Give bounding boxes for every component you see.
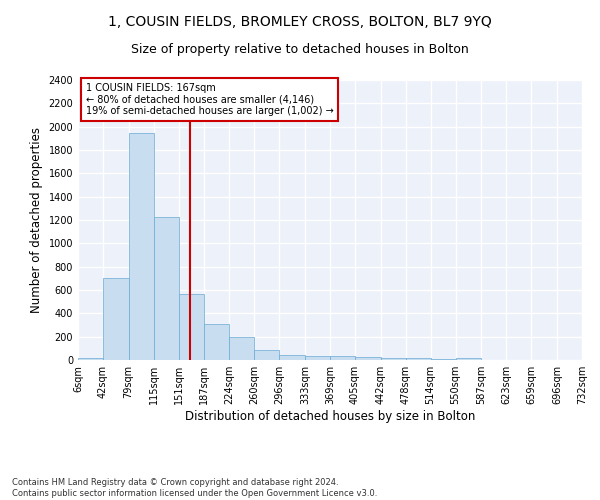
Bar <box>154 216 179 360</box>
Bar <box>380 358 406 360</box>
Bar <box>330 356 355 360</box>
Bar <box>229 336 254 360</box>
X-axis label: Distribution of detached houses by size in Bolton: Distribution of detached houses by size … <box>185 410 475 423</box>
Bar <box>305 356 330 360</box>
Bar <box>203 324 229 360</box>
Text: Size of property relative to detached houses in Bolton: Size of property relative to detached ho… <box>131 42 469 56</box>
Bar <box>280 355 305 360</box>
Text: 1 COUSIN FIELDS: 167sqm
← 80% of detached houses are smaller (4,146)
19% of semi: 1 COUSIN FIELDS: 167sqm ← 80% of detache… <box>86 83 334 116</box>
Bar <box>103 278 128 360</box>
Bar <box>128 132 154 360</box>
Bar <box>455 358 481 360</box>
Bar <box>254 350 280 360</box>
Text: Contains HM Land Registry data © Crown copyright and database right 2024.
Contai: Contains HM Land Registry data © Crown c… <box>12 478 377 498</box>
Y-axis label: Number of detached properties: Number of detached properties <box>30 127 43 313</box>
Bar <box>179 294 203 360</box>
Bar <box>78 358 103 360</box>
Bar <box>406 358 431 360</box>
Text: 1, COUSIN FIELDS, BROMLEY CROSS, BOLTON, BL7 9YQ: 1, COUSIN FIELDS, BROMLEY CROSS, BOLTON,… <box>108 15 492 29</box>
Bar <box>355 357 380 360</box>
